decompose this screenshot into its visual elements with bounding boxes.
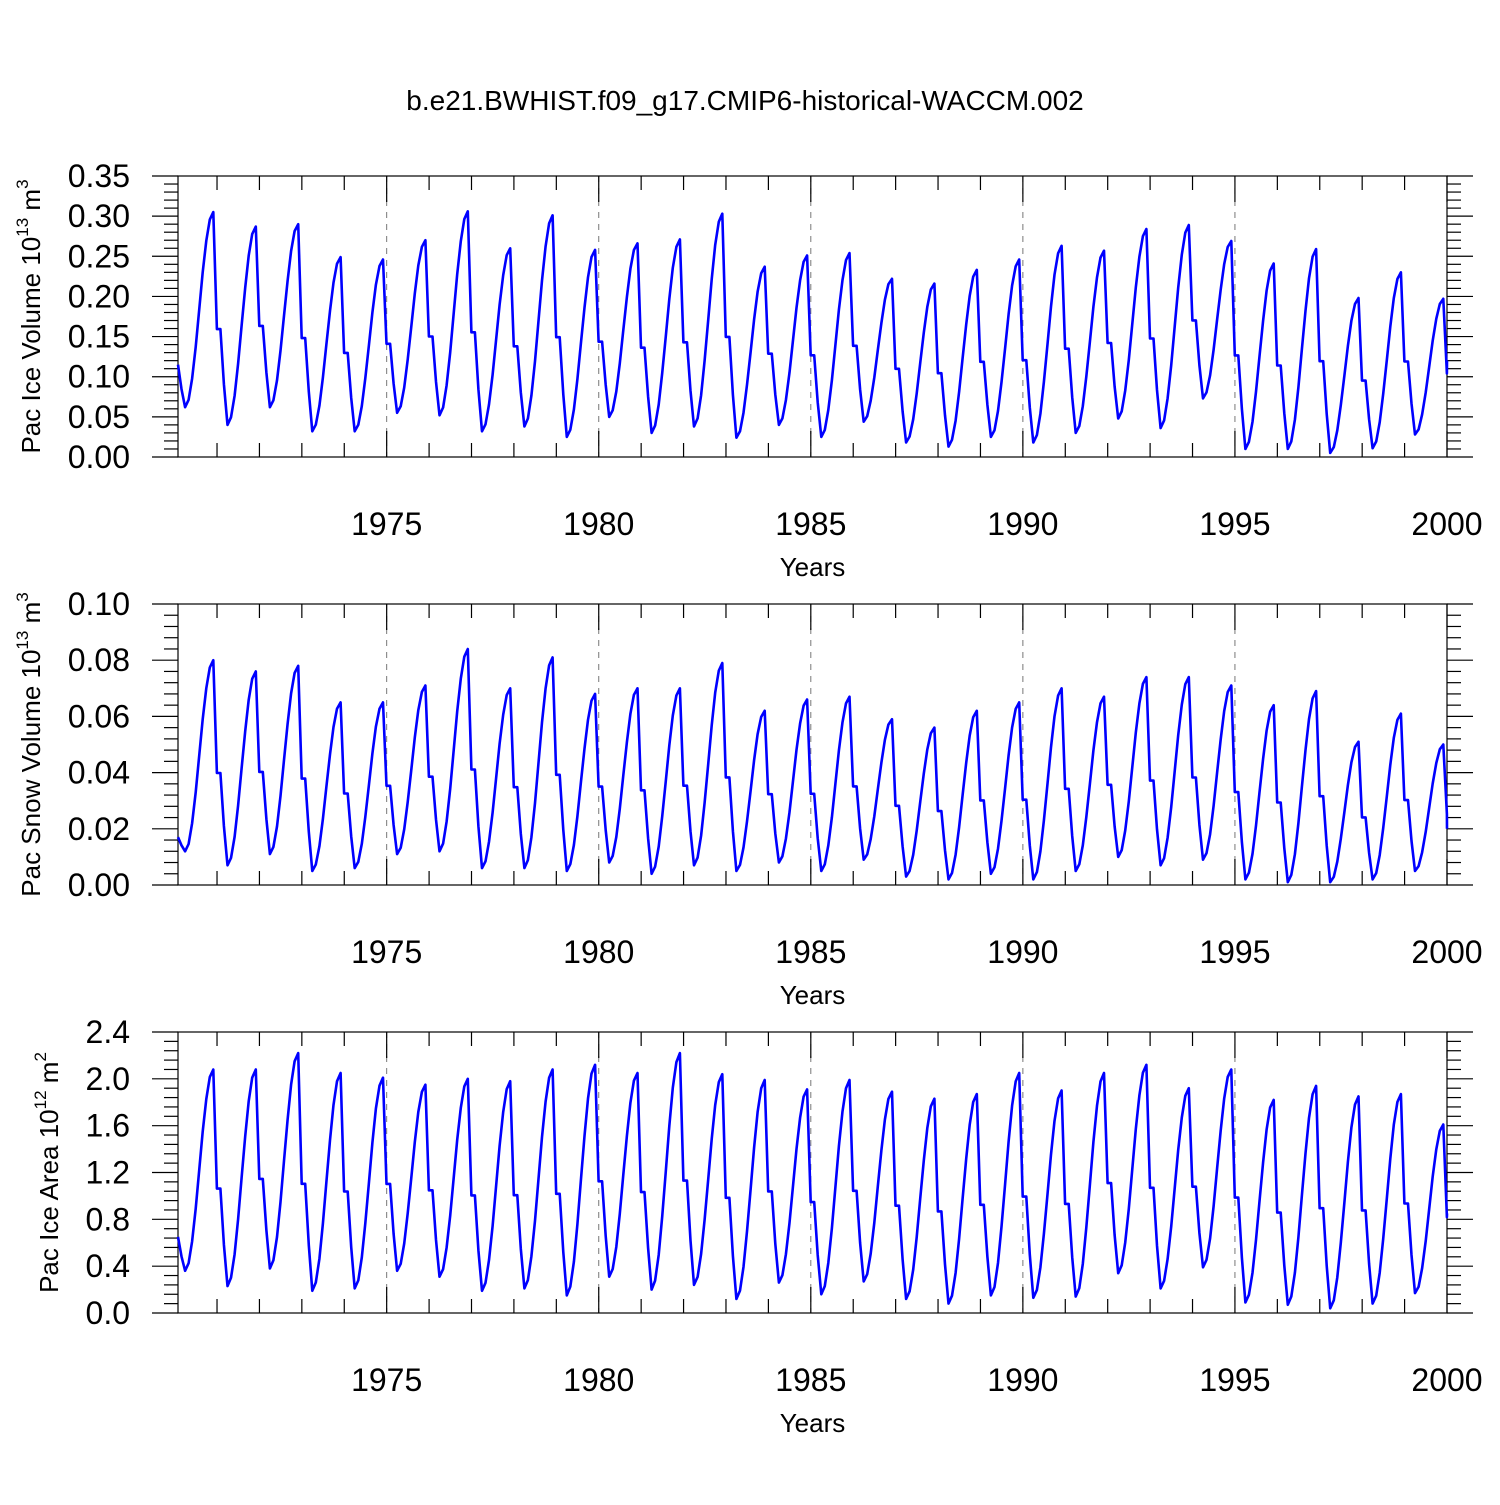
y-tick-label: 0.10	[68, 586, 130, 622]
y-axis-label: Pac Ice Volume 1013 m3	[13, 179, 46, 453]
plot-frame	[177, 603, 1448, 886]
x-tick-label: 1985	[775, 1362, 846, 1398]
x-axis-label: Years	[780, 552, 846, 582]
x-tick-label: 1985	[775, 506, 846, 542]
y-tick-label: 0.00	[68, 867, 130, 903]
y-tick-label: 0.8	[86, 1201, 130, 1237]
x-axis-label: Years	[780, 980, 846, 1010]
x-tick-label: 1985	[775, 934, 846, 970]
y-tick-label: 0.25	[68, 238, 130, 274]
y-tick-label: 0.00	[68, 439, 130, 475]
chart-panel-3: 0.0 0.4 0.8 1.2 1.6 2.0 2.4 1975 1980 1985 1990 199…	[31, 1014, 1483, 1438]
y-tick-label: 0.30	[68, 198, 130, 234]
x-tick-label: 2000	[1411, 1362, 1482, 1398]
y-tick-label: 0.0	[86, 1295, 130, 1331]
y-tick-label: 0.05	[68, 399, 130, 435]
y-tick-label: 0.10	[68, 359, 130, 395]
y-tick-label: 0.02	[68, 811, 130, 847]
x-tick-label: 1995	[1199, 934, 1270, 970]
x-tick-label: 1995	[1199, 506, 1270, 542]
y-axis-label: Pac Snow Volume 1013 m3	[13, 592, 46, 896]
y-tick-label: 0.4	[86, 1248, 130, 1284]
y-axis-label: Pac Ice Area 1012 m2	[31, 1052, 64, 1293]
chart-panel-1: 0.00 0.05 0.10 0.15 0.20 0.25 0.30 0.35 1975 1980…	[13, 158, 1483, 582]
x-tick-label: 1975	[351, 934, 422, 970]
x-tick-label: 1980	[563, 1362, 634, 1398]
x-axis-label: Years	[780, 1408, 846, 1438]
x-tick-label: 1980	[563, 934, 634, 970]
y-tick-label: 2.4	[86, 1014, 130, 1050]
y-tick-label: 1.2	[86, 1155, 130, 1191]
x-tick-label: 2000	[1411, 506, 1482, 542]
series-line-pac-ice-volume	[176, 210, 1449, 455]
y-tick-label: 0.15	[68, 319, 130, 355]
y-tick-label: 0.04	[68, 755, 130, 791]
y-tick-label: 1.6	[86, 1108, 130, 1144]
x-tick-label: 1990	[987, 1362, 1058, 1398]
series-line-pac-ice-area	[176, 1051, 1449, 1310]
y-tick-label: 2.0	[86, 1061, 130, 1097]
x-tick-label: 2000	[1411, 934, 1482, 970]
y-tick-label: 0.08	[68, 642, 130, 678]
x-tick-label: 1980	[563, 506, 634, 542]
x-tick-label: 1990	[987, 506, 1058, 542]
plot-frame	[177, 175, 1448, 458]
series-line-pac-snow-volume	[176, 647, 1449, 884]
y-tick-label: 0.35	[68, 158, 130, 194]
x-tick-label: 1975	[351, 1362, 422, 1398]
x-tick-label: 1995	[1199, 1362, 1270, 1398]
chart-panel-2: 0.00 0.02 0.04 0.06 0.08 0.10 1975 1980 1985 1990…	[13, 586, 1483, 1010]
x-tick-label: 1990	[987, 934, 1058, 970]
plot-frame	[177, 1031, 1448, 1314]
y-tick-label: 0.06	[68, 698, 130, 734]
chart-title: b.e21.BWHIST.f09_g17.CMIP6-historical-WA…	[406, 85, 1083, 116]
x-tick-label: 1975	[351, 506, 422, 542]
y-tick-label: 0.20	[68, 278, 130, 314]
